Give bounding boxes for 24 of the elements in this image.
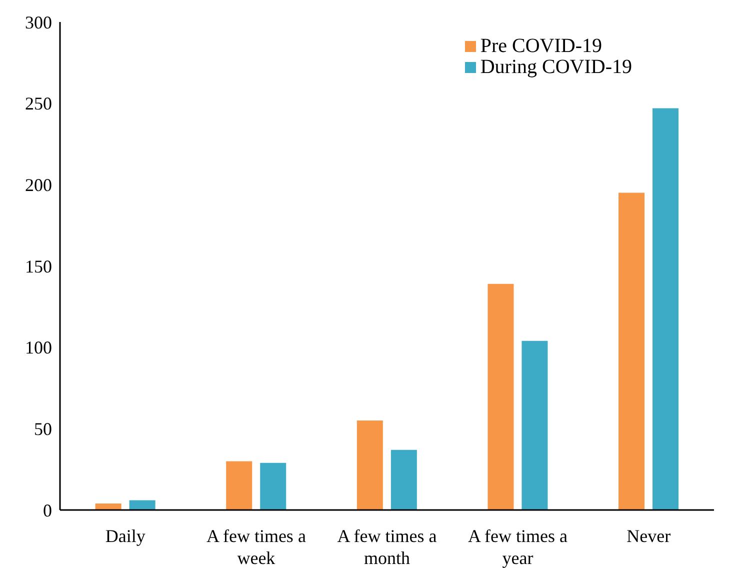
bar xyxy=(522,340,548,510)
legend-label: During COVID-19 xyxy=(480,56,632,78)
y-tick-label: 300 xyxy=(25,12,52,32)
y-tick-label: 50 xyxy=(34,419,52,440)
x-tick-label: Never xyxy=(626,526,671,546)
x-tick-label: A few times a week xyxy=(206,526,306,568)
bar xyxy=(226,461,252,510)
bar xyxy=(652,108,679,510)
y-tick-label: 0 xyxy=(43,500,52,520)
x-tick-label: A few times a year xyxy=(468,526,568,568)
y-tick-label: 100 xyxy=(25,338,52,358)
bar xyxy=(488,284,514,510)
y-tick-label: 150 xyxy=(25,256,52,276)
bar xyxy=(356,420,383,510)
y-tick-label: 250 xyxy=(25,94,52,114)
x-tick-label: Daily xyxy=(105,526,146,546)
x-tick-label: A few times a month xyxy=(337,526,437,568)
bar xyxy=(129,500,156,510)
legend-label: Pre COVID-19 xyxy=(480,35,602,57)
bar xyxy=(390,450,417,510)
bar xyxy=(260,462,286,510)
bar xyxy=(95,503,122,510)
y-tick-label: 200 xyxy=(25,175,52,196)
bar xyxy=(618,192,645,510)
